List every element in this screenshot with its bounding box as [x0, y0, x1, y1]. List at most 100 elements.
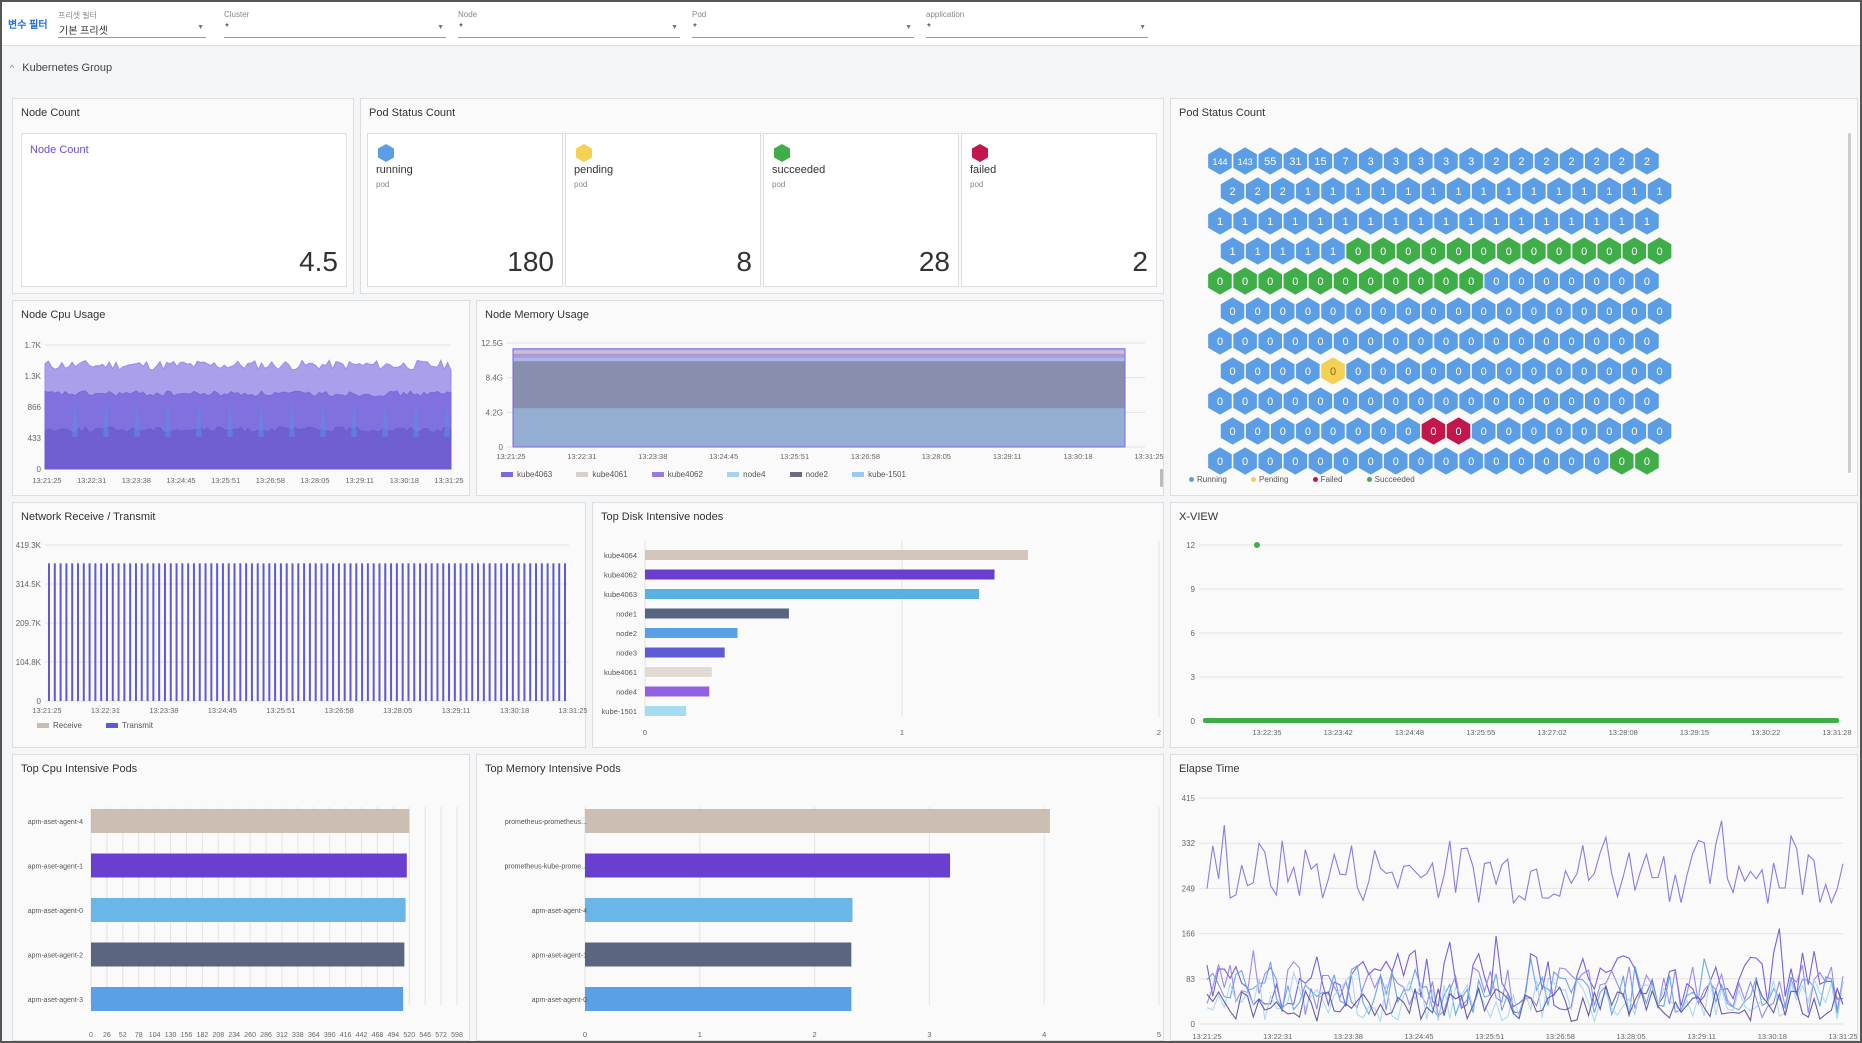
cpu-spike [382, 400, 388, 437]
legend-item[interactable]: Failed [1312, 475, 1342, 484]
pod-hexagon-label: 0 [1393, 336, 1399, 348]
pod-hexagon-label: 0 [1330, 306, 1336, 318]
pod-hexagon-label: 0 [1242, 336, 1248, 348]
x-tick-label: 78 [135, 1032, 143, 1039]
legend-item[interactable]: kube4061 [576, 470, 628, 479]
x-tick-label: 13:23:38 [1334, 1032, 1363, 1041]
cpu-spike [320, 400, 326, 437]
x-tick-label: 312 [276, 1032, 288, 1039]
network-bar [436, 563, 439, 701]
legend-item[interactable]: Running [1189, 475, 1227, 484]
x-tick-label: 286 [260, 1032, 272, 1039]
legend-item[interactable]: Pending [1251, 475, 1288, 484]
pod-hexagon-label: 0 [1619, 396, 1625, 408]
chevron-down-icon: ▼ [1139, 24, 1146, 31]
application-filter-select[interactable]: application * ▼ [926, 10, 1148, 38]
legend-item[interactable]: kube4062 [651, 470, 703, 479]
legend-item[interactable]: node2 [789, 470, 828, 479]
pod-hexagon-label: 1 [1368, 216, 1374, 228]
pod-hexagon-label: 3 [1368, 156, 1374, 168]
pod-card-sub: pod [376, 180, 390, 189]
bar [645, 608, 789, 619]
panel-title: Pod Status Count [1179, 107, 1266, 119]
legend-item[interactable]: kube4063 [501, 470, 552, 479]
pod-hexagon-label: 1 [1569, 216, 1575, 228]
legend-item[interactable]: node4 [727, 470, 765, 479]
x-tick-label: 13:30:22 [1751, 728, 1780, 737]
network-bar [285, 563, 288, 701]
pod-filter-label: Pod [692, 10, 707, 19]
pod-card-failed: failed pod 2 [961, 133, 1157, 287]
network-bar [198, 563, 201, 701]
network-bar [401, 563, 404, 701]
pod-hexagon-label: 0 [1481, 426, 1487, 438]
pod-hexagon-label: 0 [1493, 276, 1499, 288]
cluster-filter-select[interactable]: Cluster * ▼ [224, 10, 446, 38]
pod-hexagon-label: 2 [1229, 186, 1235, 198]
bar [645, 647, 725, 658]
pod-hexagon-label: 0 [1456, 306, 1462, 318]
pod-hexagon-label: 0 [1556, 306, 1562, 318]
pod-hexagon-label: 0 [1393, 456, 1399, 468]
bar [645, 686, 710, 697]
network-bar [384, 563, 387, 701]
x-tick-label: 260 [244, 1032, 256, 1039]
x-tick-label: 13:22:31 [567, 452, 596, 461]
pod-hexagon-label: 0 [1380, 426, 1386, 438]
pod-hexagon-label: 0 [1443, 456, 1449, 468]
network-bar [419, 563, 422, 701]
elapse-line-s1 [1206, 928, 1844, 1011]
network-bar [314, 563, 317, 701]
panel-title: Network Receive / Transmit [21, 511, 156, 523]
scrollbar[interactable] [1848, 133, 1851, 473]
network-bar [430, 563, 433, 701]
legend-item[interactable]: Transmit [106, 721, 153, 730]
group-header[interactable]: ^ Kubernetes Group [10, 62, 112, 74]
preset-filter-select[interactable]: 프리셋 필터 기본 프리셋 ▼ [58, 10, 206, 38]
pod-hexagon-label: 0 [1606, 246, 1612, 258]
chevron-up-icon[interactable]: ^ [10, 63, 15, 73]
pod-hexagon-label: 0 [1456, 366, 1462, 378]
panel-title: Elapse Time [1179, 763, 1240, 775]
pod-hexagon-label: 0 [1493, 456, 1499, 468]
node-filter-select[interactable]: Node * ▼ [458, 10, 680, 38]
pod-hexagon-label: 0 [1594, 396, 1600, 408]
cpu-spike [444, 400, 450, 437]
category-label: kube4061 [604, 668, 637, 677]
elapse-panel: Elapse Time 0 83 166 249 332 415 13:21:25 13:22… [1170, 754, 1858, 1041]
category-label: apm-aset-agent-4 [28, 819, 83, 826]
network-bar [488, 563, 491, 701]
network-bar [366, 563, 369, 701]
x-tick-label: 13:22:31 [77, 476, 106, 485]
pod-hexagon-label: 0 [1242, 456, 1248, 468]
pod-hexagon-label: 1 [1280, 246, 1286, 258]
pod-hexagon-label: 1 [1456, 186, 1462, 198]
pod-hexagon-label: 7 [1343, 156, 1349, 168]
legend-item[interactable]: Receive [37, 721, 82, 730]
network-bar [529, 563, 532, 701]
pod-hexagon-label: 0 [1242, 276, 1248, 288]
network-legend: Receive Transmit [37, 721, 175, 730]
pod-hexagon-label: 0 [1531, 246, 1537, 258]
pod-filter-select[interactable]: Pod * ▼ [692, 10, 914, 38]
pod-hexagon-label: 1 [1619, 216, 1625, 228]
pod-hexagon-label: 0 [1430, 366, 1436, 378]
y-tick-label: 12 [1186, 541, 1195, 550]
network-bar [111, 563, 114, 701]
bar [585, 987, 852, 1011]
pod-hexagon-label: 1 [1481, 186, 1487, 198]
pod-hexagon-label: 0 [1543, 456, 1549, 468]
xview-chart[interactable]: 0 3 6 9 12 13:22:35 13:23:42 13:24:48 13:25:55 13… [1171, 503, 1859, 749]
pod-hexagon-label: 1 [1305, 186, 1311, 198]
legend-item[interactable]: kube-1501 [852, 470, 906, 479]
application-filter-value: * [926, 22, 1148, 38]
x-tick-label: 0 [583, 1030, 587, 1039]
network-bar [76, 563, 79, 701]
pod-hexagon-label: 1 [1430, 186, 1436, 198]
x-tick-label: 13:25:51 [211, 476, 240, 485]
network-bar [117, 563, 120, 701]
legend-item[interactable]: Succeeded [1366, 475, 1415, 484]
bar [91, 853, 407, 878]
network-bar [343, 563, 346, 701]
pod-hexagon-label: 0 [1468, 276, 1474, 288]
